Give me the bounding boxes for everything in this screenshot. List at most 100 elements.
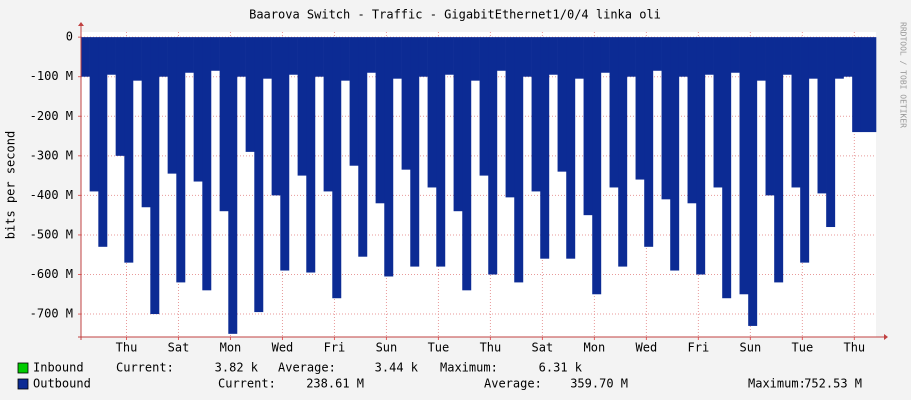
x-tick-label: Fri — [688, 341, 710, 355]
legend-stat-value: 752.53 M — [804, 377, 862, 391]
legend-swatch — [17, 378, 29, 390]
area-step — [349, 37, 359, 166]
area-step — [167, 37, 177, 174]
area-step — [141, 37, 151, 208]
area-step — [453, 37, 463, 212]
legend-stat-value: 238.61 M — [306, 377, 364, 391]
area-step — [219, 37, 229, 212]
area-step — [245, 37, 255, 152]
x-tick-label: Sun — [740, 341, 762, 355]
area-step — [332, 37, 342, 299]
area-step — [626, 37, 636, 77]
legend-stat-value: 6.31 k — [539, 361, 583, 375]
legend-stat-label: Maximum: — [748, 377, 806, 391]
x-tick-label: Thu — [843, 341, 865, 355]
area-step — [843, 37, 853, 77]
area-step — [262, 37, 272, 79]
area-step — [635, 37, 645, 180]
area-step — [314, 37, 324, 77]
area-step — [228, 37, 238, 334]
area-step — [184, 37, 194, 73]
y-tick-label: -700 M — [30, 307, 73, 321]
y-axis-label: bits per second — [4, 131, 18, 239]
x-tick-label: Sat — [168, 341, 190, 355]
area-step — [800, 37, 810, 263]
area-step — [236, 37, 246, 77]
legend-stat-label: Current: — [116, 361, 174, 375]
area-step — [557, 37, 567, 172]
area-step — [522, 37, 532, 77]
area-step — [306, 37, 316, 273]
area-step — [860, 37, 877, 133]
area-step — [323, 37, 333, 192]
area-step — [193, 37, 203, 182]
y-tick-label: 0 — [66, 30, 73, 44]
watermark: RRDTOOL / TOBI OETIKER — [899, 22, 908, 128]
area-step — [505, 37, 515, 198]
area-step — [444, 37, 454, 75]
area-step — [730, 37, 740, 73]
area-step — [479, 37, 489, 176]
area-step — [548, 37, 558, 75]
area-step — [496, 37, 506, 71]
area-step — [106, 37, 116, 75]
area-step — [826, 37, 836, 228]
x-axis-arrow — [884, 334, 888, 340]
y-tick-label: -300 M — [30, 148, 73, 162]
area-step — [488, 37, 498, 275]
y-tick-label: -100 M — [30, 69, 73, 83]
area-step — [748, 37, 758, 326]
x-tick-label: Mon — [584, 341, 606, 355]
legend-label: Outbound — [33, 377, 91, 391]
area-step — [297, 37, 307, 176]
area-step — [115, 37, 125, 156]
y-axis-arrow — [78, 22, 84, 26]
area-step — [618, 37, 628, 267]
area-step — [808, 37, 818, 79]
x-tick-label: Mon — [220, 341, 242, 355]
x-tick-label: Sun — [376, 341, 398, 355]
legend-stat-label: Average: — [484, 377, 542, 391]
legend-stat-label: Current: — [218, 377, 276, 391]
legend: Inbound Current: 3.82 k Average: 3.44 k Maxim… — [17, 361, 862, 391]
area-step — [661, 37, 671, 200]
area-step — [670, 37, 680, 271]
area-step — [774, 37, 784, 283]
area-step — [124, 37, 134, 263]
area-step — [652, 37, 662, 71]
area-step — [540, 37, 550, 259]
x-tick-label: Wed — [636, 341, 658, 355]
area-step — [687, 37, 697, 204]
area-step — [401, 37, 411, 170]
x-tick-label: Sat — [532, 341, 554, 355]
area-step — [765, 37, 775, 196]
area-step — [340, 37, 350, 81]
area-step — [462, 37, 472, 291]
axes: 0 -100 M -200 M -300 M -400 M -500 M -600 M -70… — [30, 22, 888, 355]
area-step — [410, 37, 420, 267]
area-step — [384, 37, 394, 277]
area-step — [210, 37, 220, 71]
area-step — [418, 37, 428, 77]
x-tick-label: Thu — [480, 341, 502, 355]
area-step — [644, 37, 654, 247]
area-step — [366, 37, 376, 73]
x-tick-label: Fri — [324, 341, 346, 355]
area-step — [592, 37, 602, 295]
area-step — [427, 37, 437, 188]
area-step — [470, 37, 480, 81]
area-step — [791, 37, 801, 188]
area-step — [574, 37, 584, 79]
area-step — [852, 37, 862, 133]
area-step — [158, 37, 168, 77]
y-tick-label: -200 M — [30, 109, 73, 123]
area-step — [756, 37, 766, 81]
area-step — [514, 37, 524, 283]
area-step — [678, 37, 688, 77]
legend-stat-label: Maximum: — [440, 361, 498, 375]
area-step — [81, 37, 90, 77]
area-step — [288, 37, 298, 75]
area-step — [531, 37, 541, 192]
area-step — [704, 37, 714, 75]
